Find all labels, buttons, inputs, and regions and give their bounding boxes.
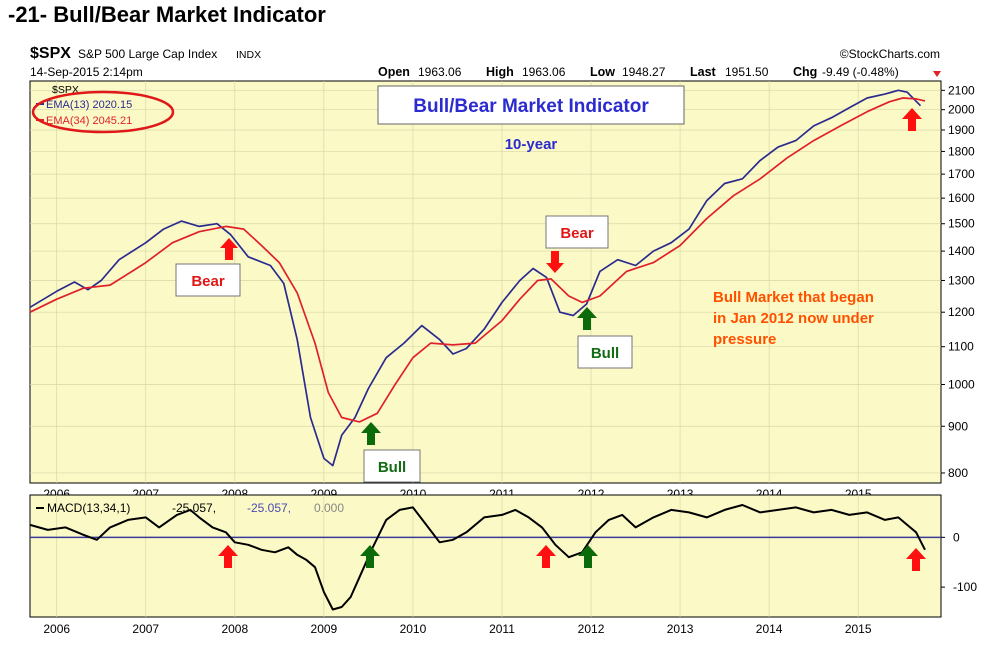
low-value: 1948.27 <box>622 65 666 79</box>
macd-ytick-label: 0 <box>953 530 960 544</box>
note-line-2: in Jan 2012 now under <box>713 310 874 327</box>
price-panel <box>29 80 942 484</box>
macd-y-axis: -100 0 <box>941 530 977 594</box>
bear-label-box-1 <box>175 263 241 297</box>
chg-label: Chg <box>793 65 817 79</box>
down-arrow-icon <box>546 251 564 273</box>
bull-label-box-2 <box>577 335 633 369</box>
price-ytick-label: 1600 <box>948 191 975 205</box>
up-arrow-icon <box>902 108 922 131</box>
price-ytick-label: 1100 <box>948 340 974 354</box>
annotation-title: Bull/Bear Market Indicator <box>413 96 649 117</box>
page-title: -21- Bull/Bear Market Indicator <box>8 2 326 27</box>
legend-highlight-ellipse <box>31 90 175 134</box>
chg-value: -9.49 (-0.48%) <box>822 65 899 79</box>
up-arrow-icon <box>360 545 380 568</box>
bull-label-1: Bull <box>378 459 406 476</box>
macd-panel <box>29 494 942 618</box>
up-arrow-icon <box>577 307 597 330</box>
last-label: Last <box>690 65 717 79</box>
high-label: High <box>486 65 514 79</box>
series-line-ema34 <box>29 97 926 423</box>
macd-ytick-label: -100 <box>953 580 977 594</box>
macd-legend-value-3: 0.000 <box>314 501 344 515</box>
note-line-3: pressure <box>713 331 776 348</box>
up-arrow-icon <box>361 422 381 445</box>
price-ytick-label: 1800 <box>948 144 975 158</box>
price-y-axis: 800 900 1000 1100 1200 1300 1400 1500 1600 1700 18… <box>941 83 975 480</box>
macd-xtick-label: 2006 <box>43 622 70 636</box>
arrows-macd <box>218 545 926 571</box>
bear-label-box-2 <box>545 215 609 249</box>
macd-legend-value-2: -25.057, <box>247 501 291 515</box>
exchange-text: INDX <box>236 49 261 61</box>
series-line-macd <box>29 504 926 611</box>
brand-text: ©StockCharts.com <box>840 47 940 61</box>
macd-xtick-label: 2012 <box>578 622 605 636</box>
price-ytick-label: 1700 <box>948 167 975 181</box>
index-name-text: S&P 500 Large Cap Index <box>78 47 217 61</box>
annotation-subtitle: 10-year <box>505 136 558 153</box>
legend-ema34: EMA(34) 2045.21 <box>46 115 132 127</box>
macd-xtick-label: 2007 <box>132 622 159 636</box>
last-value: 1951.50 <box>725 65 769 79</box>
macd-xtick-label: 2015 <box>845 622 872 636</box>
up-arrow-icon <box>578 545 598 568</box>
price-ytick-label: 1500 <box>948 217 975 231</box>
date-text: 14-Sep-2015 2:14pm <box>30 65 143 79</box>
macd-series <box>29 504 926 611</box>
price-ytick-label: 1000 <box>948 377 975 391</box>
macd-xtick-label: 2009 <box>311 622 338 636</box>
up-arrow-icon <box>220 238 238 260</box>
price-ytick-label: 1300 <box>948 273 975 287</box>
price-ytick-label: 1200 <box>948 305 975 319</box>
bull-label-2: Bull <box>591 345 619 362</box>
bear-label-1: Bear <box>191 273 225 290</box>
macd-xtick-label: 2008 <box>221 622 248 636</box>
macd-xtick-label: 2013 <box>667 622 694 636</box>
arrows-price <box>220 108 922 445</box>
series-line-ema13 <box>29 89 922 467</box>
up-arrow-icon <box>536 545 556 568</box>
price-grid <box>30 81 941 483</box>
macd-x-axis: 2006 2007 2008 2009 2010 2011 2012 2013 2014 2015 <box>43 622 871 636</box>
price-ytick-label: 1400 <box>948 244 975 258</box>
macd-xtick-label: 2010 <box>400 622 427 636</box>
symbol-text: $SPX <box>30 45 71 62</box>
price-ytick-label: 1900 <box>948 123 975 137</box>
open-label: Open <box>378 65 410 79</box>
down-triangle-icon <box>933 71 941 77</box>
macd-legend-value-1: -25.057, <box>172 501 216 515</box>
legend-ema13: EMA(13) 2020.15 <box>46 99 132 111</box>
price-ytick-label: 2100 <box>948 83 975 97</box>
open-value: 1963.06 <box>418 65 462 79</box>
bear-label-2: Bear <box>560 225 594 242</box>
macd-xtick-label: 2014 <box>756 622 783 636</box>
low-label: Low <box>590 65 615 79</box>
price-ytick-label: 900 <box>948 419 968 433</box>
note-line-1: Bull Market that began <box>713 289 874 306</box>
high-value: 1963.06 <box>522 65 566 79</box>
bull-label-box-1 <box>363 449 421 483</box>
up-arrow-icon <box>218 545 238 568</box>
macd-xtick-label: 2011 <box>489 622 515 636</box>
up-arrow-icon <box>906 548 926 571</box>
price-series <box>29 89 926 467</box>
annotation-title-box <box>377 85 685 125</box>
macd-legend-label: MACD(13,34,1) <box>47 501 130 515</box>
price-ytick-label: 800 <box>948 466 968 480</box>
price-ytick-label: 2000 <box>948 103 975 117</box>
